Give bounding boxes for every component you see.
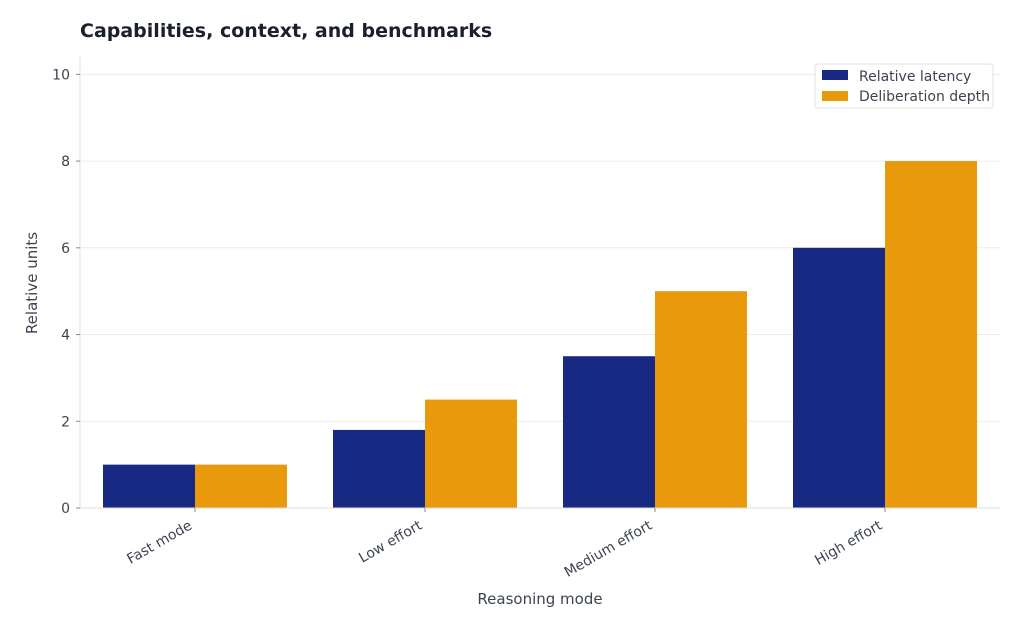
y-tick-label-6: 6	[61, 241, 70, 257]
bar-deliberation-depth-low-effort	[425, 399, 517, 508]
bar-relative-latency-low-effort	[333, 429, 425, 508]
legend-frame	[814, 63, 994, 109]
bar-deliberation-depth-medium-effort	[655, 291, 747, 508]
chart-title: Capabilities, context, and benchmarks	[80, 20, 493, 42]
x-tick-label-high-effort: High effort	[812, 517, 885, 568]
bars	[103, 161, 977, 509]
axes	[79, 57, 1000, 509]
legend: Relative latency Deliberation depth	[814, 63, 994, 109]
legend-label-deliberation-depth: Deliberation depth	[859, 89, 990, 105]
y-axis-title: Relative units	[23, 232, 41, 334]
legend-label-relative-latency: Relative latency	[859, 69, 971, 85]
y-tick-label-2: 2	[61, 414, 70, 430]
y-tick-label-8: 8	[61, 154, 70, 170]
legend-swatch-relative-latency	[822, 70, 848, 80]
x-tick-label-medium-effort: Medium effort	[562, 517, 656, 580]
y-tick-label-0: 0	[61, 501, 70, 517]
bar-relative-latency-fast-mode	[103, 464, 195, 508]
bar-deliberation-depth-high-effort	[885, 161, 977, 509]
bar-relative-latency-high-effort	[793, 247, 885, 509]
bar-relative-latency-medium-effort	[563, 356, 655, 508]
legend-swatch-deliberation-depth	[822, 91, 848, 101]
bar-deliberation-depth-fast-mode	[195, 464, 287, 508]
x-axis-title: Reasoning mode	[477, 590, 602, 608]
y-tick-label-10: 10	[52, 67, 70, 83]
x-tick-label-fast-mode: Fast mode	[124, 518, 195, 568]
x-tick-label-low-effort: Low effort	[356, 517, 425, 566]
y-tick-label-4: 4	[61, 328, 70, 344]
